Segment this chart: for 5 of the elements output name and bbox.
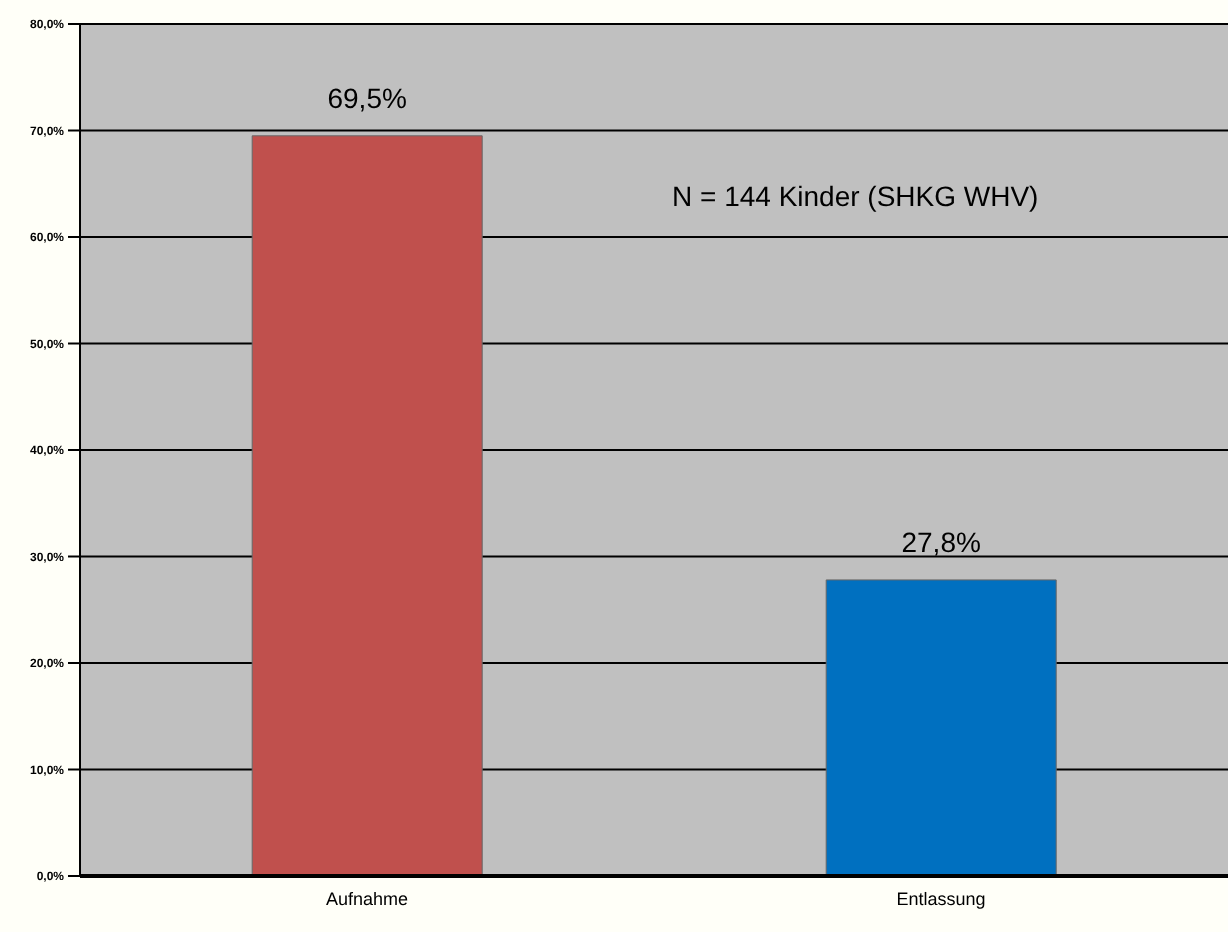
data-label: 27,8% <box>901 525 981 558</box>
annotation: N = 144 Kinder (SHKG WHV) <box>672 180 1039 212</box>
x-tick-label: Aufnahme <box>325 888 409 909</box>
data-label: 69,5% <box>327 81 407 114</box>
x-tick-label: Entlassung <box>896 888 986 909</box>
